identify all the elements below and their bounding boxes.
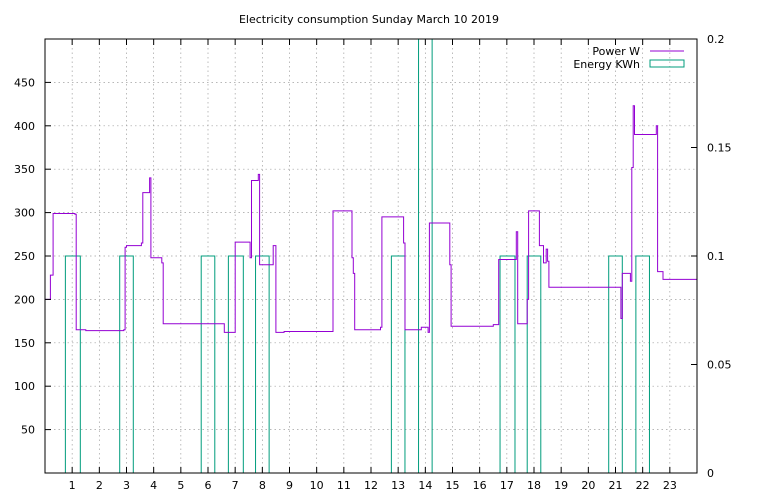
x-tick-label: 12 [364,479,378,492]
x-tick-label: 9 [286,479,293,492]
x-tick-label: 22 [636,479,650,492]
x-tick-label: 15 [446,479,460,492]
y2-tick-label: 0.2 [707,33,725,46]
ticks: 1 2 3 4 5 6 7 8 9 10 11 12 13 14 15 16 17 18 19 20 21 22 23501… [14,33,732,492]
x-tick-label: 3 [123,479,130,492]
x-tick-label: 16 [473,479,487,492]
power-series [45,105,697,333]
x-tick-label: 11 [337,479,351,492]
y-tick-label: 400 [14,120,35,133]
x-tick-label: 4 [150,479,157,492]
x-tick-label: 1 [69,479,76,492]
power-line [45,105,697,333]
chart-title: Electricity consumption Sunday March 10 … [239,13,499,26]
legend: Power W Energy KWh [573,45,685,71]
x-tick-label: 6 [205,479,212,492]
y-tick-label: 150 [14,337,35,350]
x-tick-label: 13 [391,479,405,492]
legend-swatch-energy [649,59,685,68]
x-tick-label: 8 [259,479,266,492]
legend-label-energy: Energy KWh [573,58,640,71]
energy-bar [227,255,244,474]
x-tick-label: 23 [663,479,677,492]
y-tick-label: 50 [21,424,35,437]
y-tick-label: 450 [14,76,35,89]
y-tick-label: 300 [14,207,35,220]
x-tick-label: 14 [418,479,432,492]
y2-tick-label: 0 [707,467,714,480]
y2-tick-label: 0.1 [707,250,725,263]
x-tick-label: 2 [96,479,103,492]
x-tick-label: 20 [581,479,595,492]
y-tick-label: 100 [14,380,35,393]
y-tick-label: 250 [14,250,35,263]
x-tick-label: 7 [232,479,239,492]
grid [45,39,697,473]
x-tick-label: 21 [609,479,623,492]
legend-label-power: Power W [592,45,640,58]
energy-series [64,38,650,474]
x-tick-label: 10 [310,479,324,492]
energy-bar [499,255,516,474]
x-tick-label: 19 [554,479,568,492]
y2-tick-label: 0.15 [707,142,732,155]
x-tick-label: 5 [177,479,184,492]
y-tick-label: 200 [14,293,35,306]
y2-tick-label: 0.05 [707,359,732,372]
y-tick-label: 350 [14,163,35,176]
x-tick-label: 17 [500,479,514,492]
x-tick-label: 18 [527,479,541,492]
energy-bar [64,255,81,474]
